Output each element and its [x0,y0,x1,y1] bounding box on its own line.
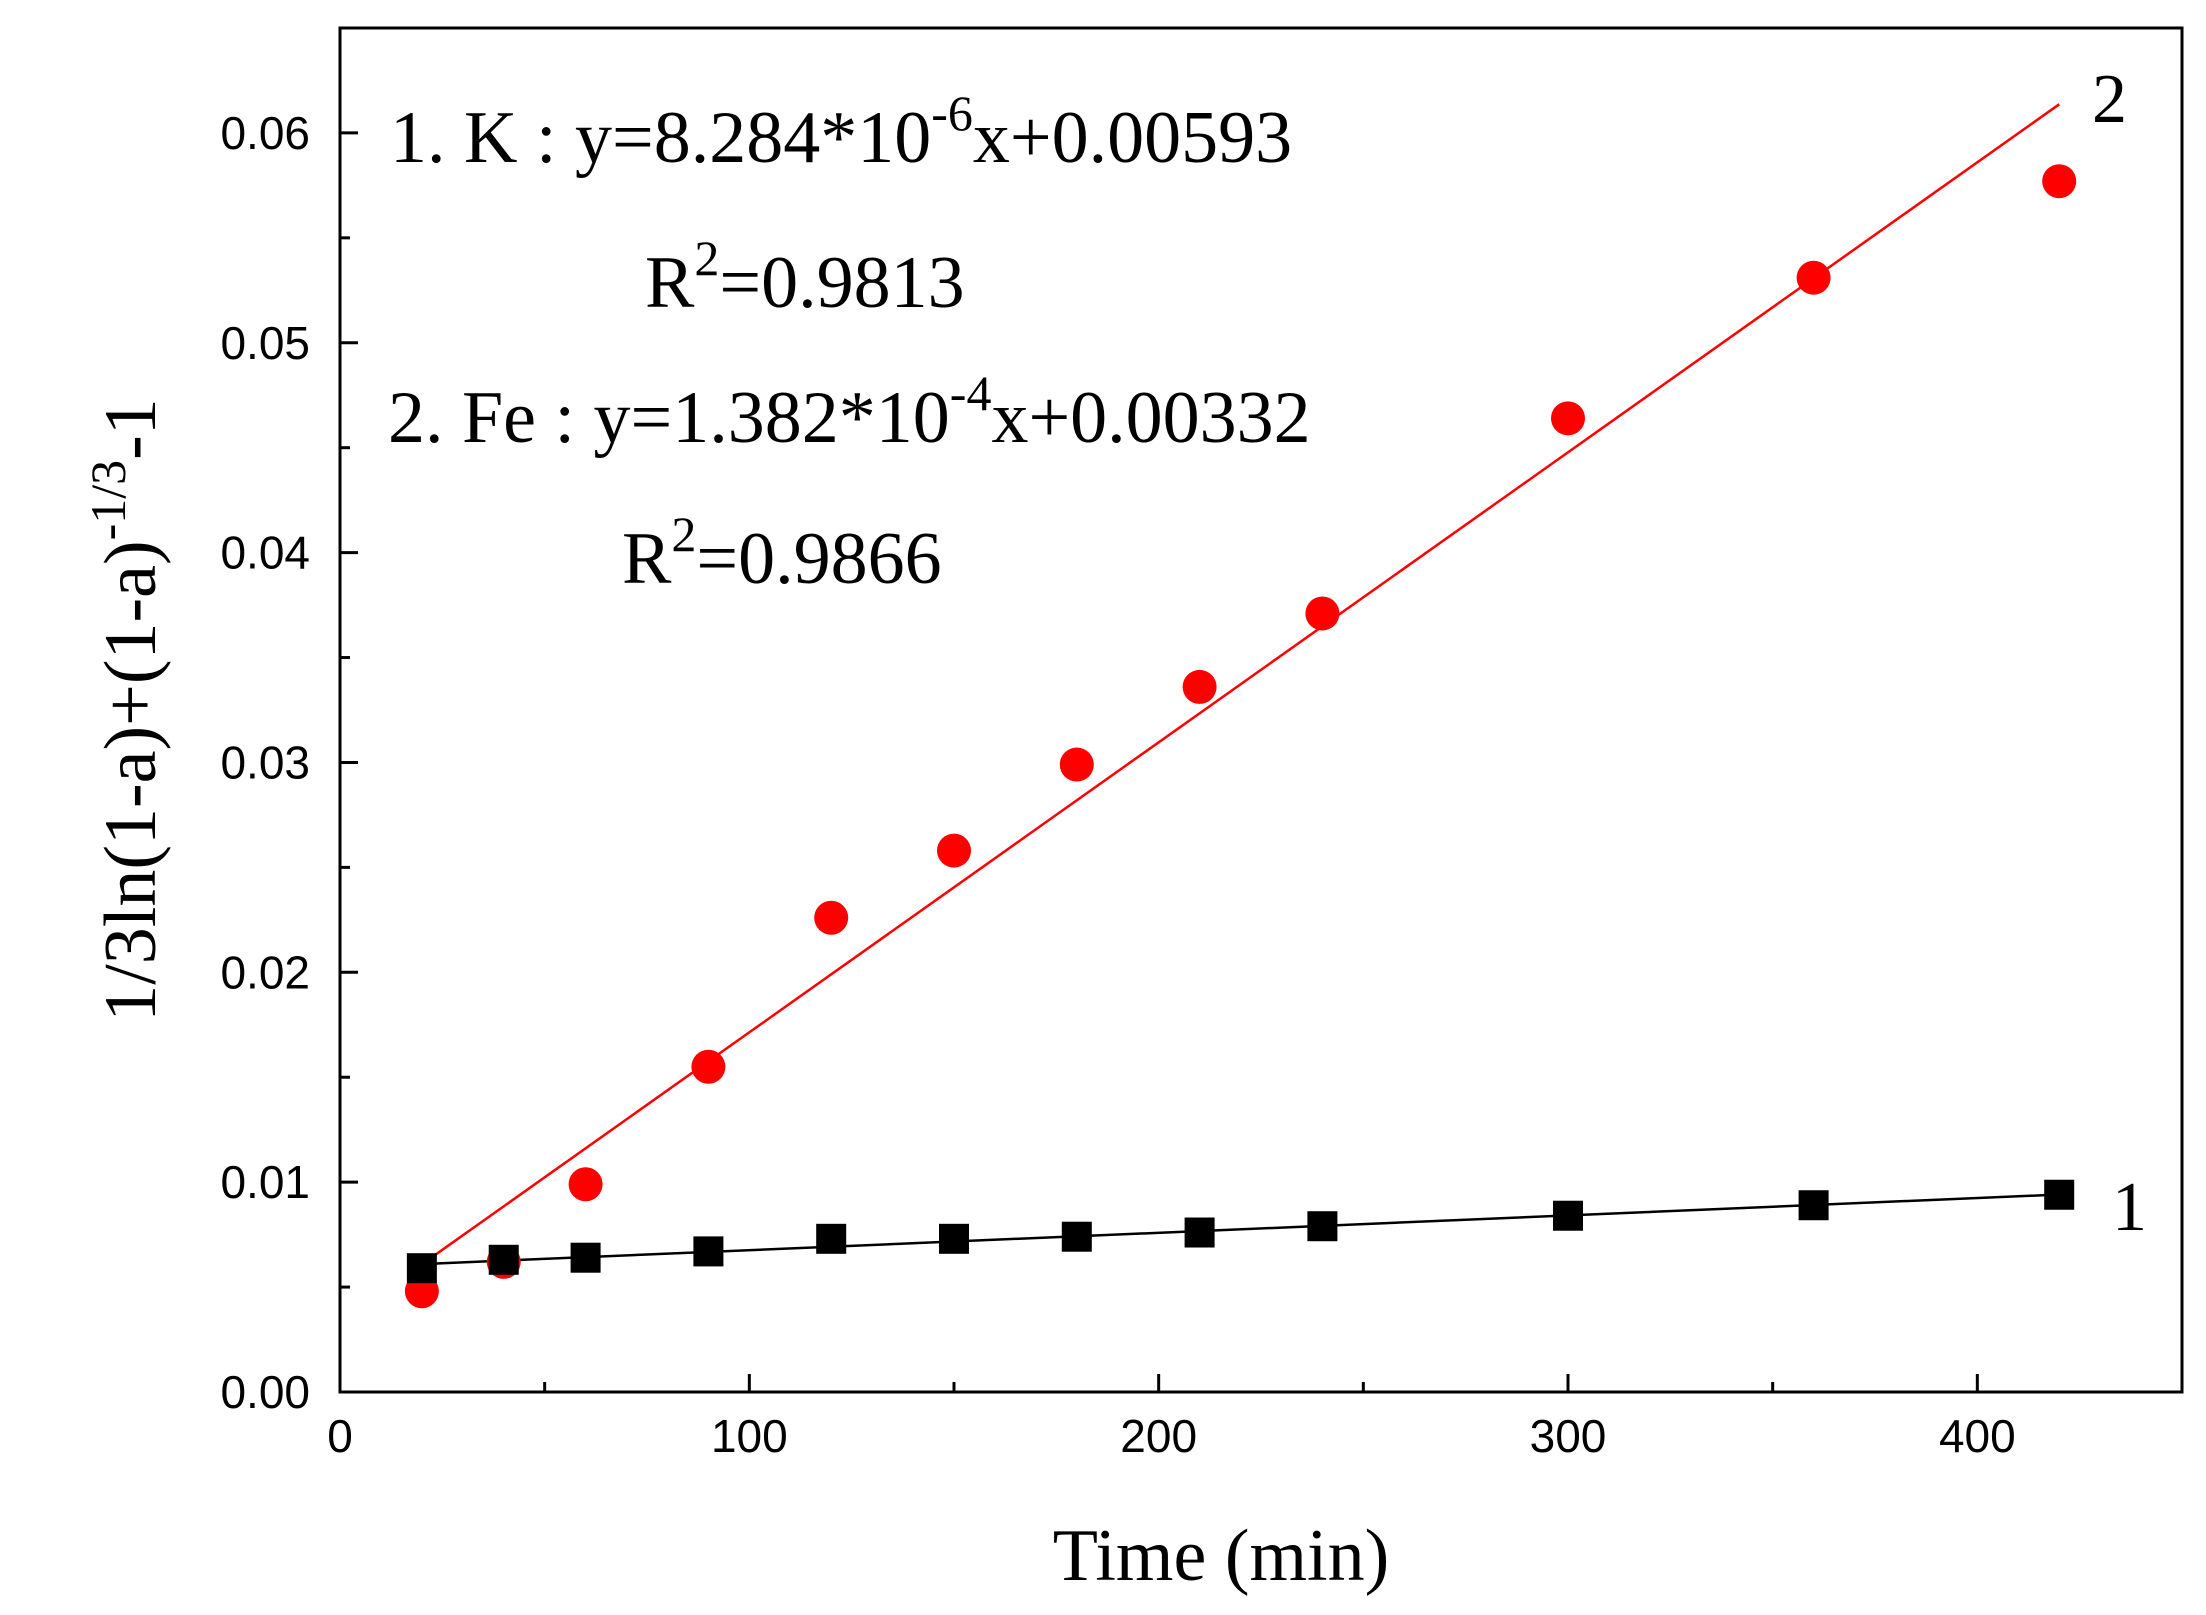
r-squared-fe-value: =0.9866 [696,518,941,600]
y-tick-label: 0.06 [220,107,310,159]
data-points [404,164,2077,1309]
k-data-point [2044,1179,2075,1210]
k-data-point [693,1236,724,1267]
y-axis-title: 1/3ln(1-a)+(1-a)-1/3-1 [80,398,172,1022]
x-tick-label: 0 [327,1410,353,1462]
k-data-point [488,1244,519,1275]
x-tick-label: 300 [1530,1410,1607,1462]
equation-k-exponent: -6 [931,85,973,141]
x-tick-label: 100 [711,1410,788,1462]
equation-fe-exponent: -4 [950,365,992,421]
y-tick-label: 0.03 [220,736,310,788]
y-axis-title-sup: -1/3 [80,460,136,541]
fe-data-point [1551,401,1585,436]
ticks-layer: 0 100 200 300 400 0.00 0.01 0.02 0.03 0.04 0.05 0.0… [220,107,2015,1462]
y-tick-label: 0.00 [220,1366,310,1418]
fe-data-point [1182,669,1217,704]
fe-data-point [937,833,971,868]
r-squared-fe: R2=0.9866 [622,506,942,600]
fe-data-point [1059,747,1094,782]
equation-k-tail: x+0.00593 [973,97,1292,179]
series-label-2: 2 [2092,61,2127,138]
equation-k: 1. K : y=8.284*10-6x+0.00593 [390,85,1292,179]
equation-k-text: 1. K : y=8.284*10 [390,97,931,179]
k-data-point [1553,1200,1583,1231]
r-squared-k-sup: 2 [694,230,719,286]
k-data-point [570,1242,601,1273]
k-data-point [1798,1190,1829,1221]
k-data-point [406,1253,437,1284]
equation-fe-text: 2. Fe : y=1.382*10 [388,377,950,459]
r-squared-k-r: R [645,242,695,324]
fe-data-point [1796,260,1831,295]
k-data-point [1184,1217,1215,1248]
fe-data-point [568,1167,603,1202]
y-tick-label: 0.02 [220,946,310,998]
plot-frame [338,26,2184,1394]
fe-data-point [814,900,849,935]
k-data-point [1307,1211,1338,1242]
fe-data-point [691,1049,726,1084]
k-data-point [939,1223,969,1254]
k-data-point [816,1223,847,1254]
y-tick-label: 0.04 [220,527,310,579]
y-tick-label: 0.01 [220,1156,310,1208]
fe-data-point [2042,164,2077,199]
x-tick-label: 400 [1939,1410,2016,1462]
r-squared-fe-r: R [622,518,672,600]
r-squared-k: R2=0.9813 [645,230,965,324]
y-axis-title-tail: -1 [90,398,172,460]
x-tick-label: 200 [1120,1410,1197,1462]
y-tick-label: 0.05 [220,317,310,369]
y-axis-title-main: 1/3ln(1-a)+(1-a) [90,540,172,1021]
equation-fe-tail: x+0.00332 [991,377,1310,459]
equation-fe: 2. Fe : y=1.382*10-4x+0.00332 [388,365,1311,459]
fe-data-point [1305,596,1340,631]
k-data-point [1061,1221,1092,1252]
series-label-1: 1 [2112,1169,2147,1246]
x-axis-title: Time (min) [1053,1515,1389,1597]
r-squared-fe-sup: 2 [671,506,696,562]
r-squared-k-value: =0.9813 [719,242,964,324]
